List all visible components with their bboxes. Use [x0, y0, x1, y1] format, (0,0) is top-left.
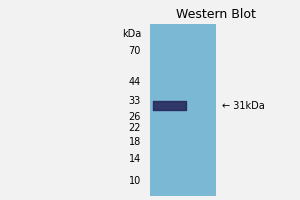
Text: Western Blot: Western Blot — [176, 8, 256, 21]
Bar — [150, 24, 216, 196]
Text: 10: 10 — [129, 176, 141, 186]
Text: 22: 22 — [128, 123, 141, 133]
Text: ← 31kDa: ← 31kDa — [222, 101, 265, 111]
Text: 18: 18 — [129, 137, 141, 147]
Text: 33: 33 — [129, 96, 141, 106]
Text: kDa: kDa — [122, 29, 141, 39]
Text: 70: 70 — [129, 46, 141, 56]
Text: 26: 26 — [129, 112, 141, 122]
Text: 44: 44 — [129, 77, 141, 87]
Text: 14: 14 — [129, 154, 141, 164]
